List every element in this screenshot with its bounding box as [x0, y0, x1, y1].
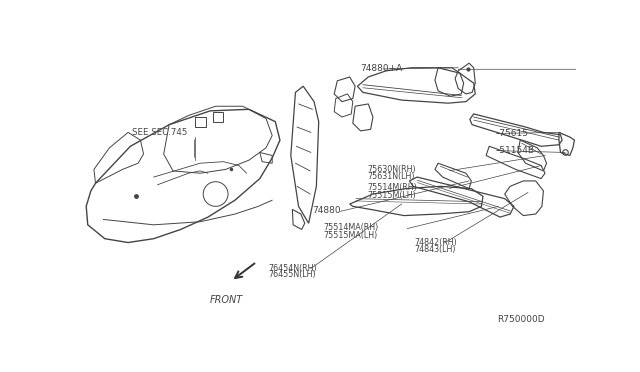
- Text: R750000D: R750000D: [497, 315, 544, 324]
- Text: 74880+A: 74880+A: [360, 64, 403, 74]
- Text: 75631N(LH): 75631N(LH): [367, 172, 415, 181]
- Text: 75515MA(LH): 75515MA(LH): [323, 231, 378, 240]
- Text: 75514MA(RH): 75514MA(RH): [323, 224, 378, 232]
- Text: 75630N(RH): 75630N(RH): [367, 165, 416, 174]
- Text: -51154B: -51154B: [497, 146, 534, 155]
- Text: SEE SEC.745: SEE SEC.745: [132, 128, 188, 137]
- Text: 76455N(LH): 76455N(LH): [269, 270, 316, 279]
- Text: -75615: -75615: [497, 129, 529, 138]
- Text: 74880: 74880: [312, 206, 340, 215]
- Text: 74842(RH): 74842(RH): [415, 238, 458, 247]
- Text: 74843(LH): 74843(LH): [415, 245, 456, 254]
- Text: 75514M(RH): 75514M(RH): [367, 183, 417, 192]
- Text: FRONT: FRONT: [210, 295, 243, 305]
- Text: 75515M(LH): 75515M(LH): [367, 190, 417, 199]
- Text: 76454N(RH): 76454N(RH): [269, 264, 317, 273]
